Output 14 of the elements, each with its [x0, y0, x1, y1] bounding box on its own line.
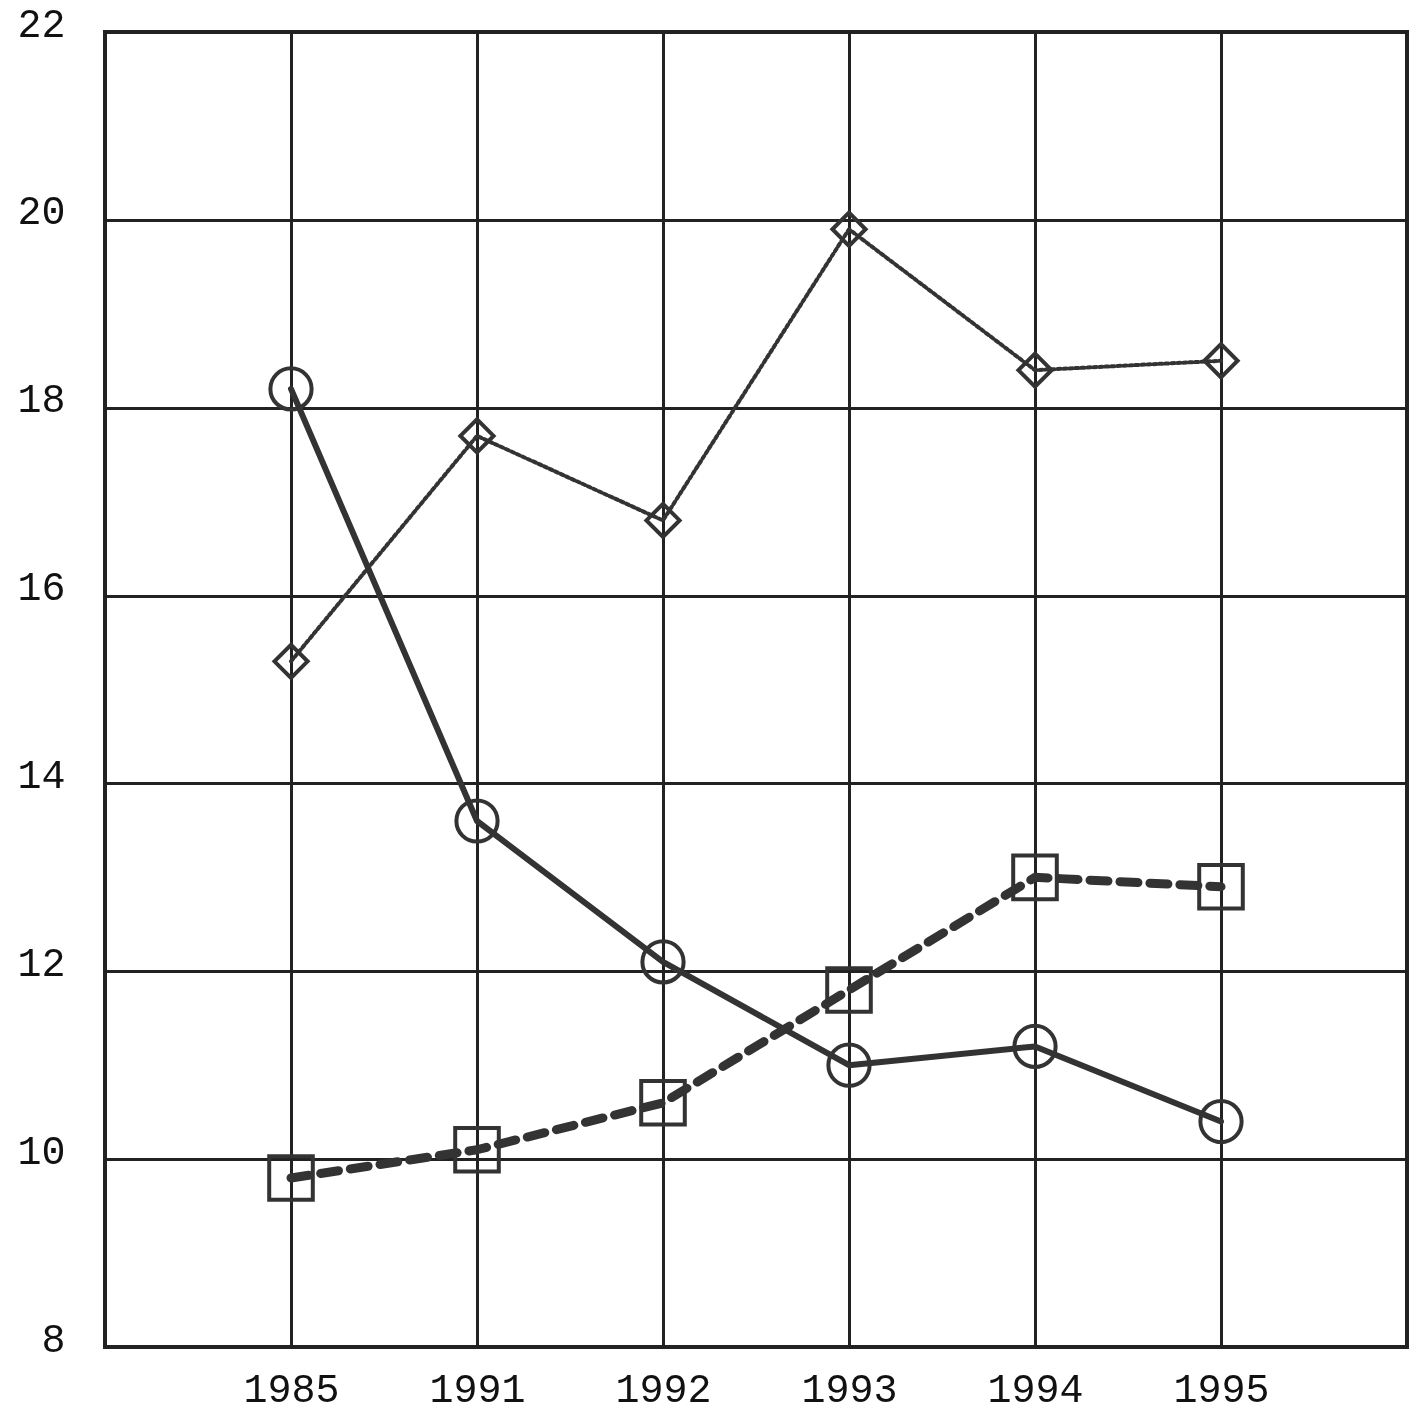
x-tick-label: 1993 — [801, 1368, 898, 1414]
y-tick-label: 10 — [17, 1130, 66, 1176]
x-tick-label: 1994 — [987, 1368, 1084, 1414]
y-tick-label: 16 — [17, 567, 66, 613]
y-tick-label: 8 — [41, 1318, 66, 1364]
x-tick-label: 1992 — [615, 1368, 712, 1414]
x-tick-label: 1985 — [243, 1368, 340, 1414]
y-tick-label: 20 — [17, 191, 66, 237]
y-tick-label: 18 — [17, 379, 66, 425]
y-tick-label: 22 — [17, 3, 66, 49]
y-tick-label: 12 — [17, 942, 66, 988]
x-tick-label: 1991 — [429, 1368, 526, 1414]
y-tick-label: 14 — [17, 754, 66, 800]
x-tick-label: 1995 — [1173, 1368, 1270, 1414]
